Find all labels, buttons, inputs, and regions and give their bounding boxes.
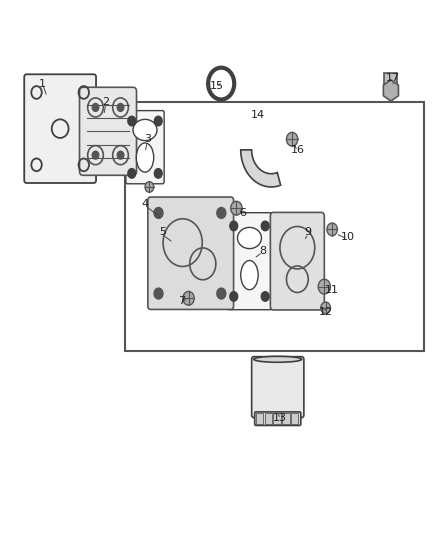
- FancyBboxPatch shape: [227, 213, 272, 310]
- Bar: [273, 414, 281, 424]
- Text: 6: 6: [240, 208, 247, 219]
- Circle shape: [154, 168, 162, 178]
- Circle shape: [230, 221, 238, 231]
- Polygon shape: [241, 150, 281, 187]
- Circle shape: [321, 302, 330, 314]
- Bar: [265, 414, 272, 424]
- FancyBboxPatch shape: [80, 87, 137, 175]
- Text: 16: 16: [290, 145, 304, 155]
- Ellipse shape: [254, 357, 302, 362]
- Text: 4: 4: [141, 199, 148, 209]
- Bar: [385, 73, 397, 94]
- Text: 7: 7: [178, 296, 186, 306]
- Text: 15: 15: [210, 81, 224, 91]
- Text: 11: 11: [325, 285, 339, 295]
- Text: 17: 17: [386, 73, 400, 83]
- Text: 13: 13: [273, 413, 287, 423]
- Text: 10: 10: [340, 232, 354, 243]
- Text: 2: 2: [102, 97, 110, 107]
- Circle shape: [327, 223, 337, 236]
- Text: 9: 9: [305, 227, 312, 237]
- Circle shape: [230, 292, 238, 301]
- Circle shape: [117, 151, 124, 159]
- Circle shape: [183, 292, 194, 305]
- Circle shape: [154, 208, 163, 218]
- Circle shape: [154, 288, 163, 299]
- Bar: [125, 102, 424, 351]
- Bar: [291, 414, 298, 424]
- Circle shape: [261, 292, 269, 301]
- Circle shape: [92, 103, 99, 111]
- Circle shape: [217, 288, 226, 299]
- FancyBboxPatch shape: [126, 111, 164, 184]
- FancyBboxPatch shape: [252, 357, 304, 418]
- FancyBboxPatch shape: [148, 197, 233, 310]
- Polygon shape: [383, 80, 399, 101]
- Text: 5: 5: [159, 227, 166, 237]
- Ellipse shape: [133, 119, 157, 141]
- Circle shape: [128, 116, 136, 126]
- Ellipse shape: [237, 228, 261, 248]
- Text: 14: 14: [251, 110, 265, 120]
- Bar: [282, 414, 290, 424]
- Circle shape: [128, 168, 136, 178]
- Circle shape: [261, 221, 269, 231]
- Text: 8: 8: [259, 246, 266, 256]
- Circle shape: [117, 103, 124, 111]
- FancyBboxPatch shape: [24, 74, 96, 183]
- Circle shape: [92, 151, 99, 159]
- Ellipse shape: [136, 143, 154, 172]
- Ellipse shape: [241, 261, 258, 290]
- Circle shape: [217, 208, 226, 218]
- Circle shape: [318, 279, 330, 294]
- Circle shape: [145, 182, 154, 192]
- Bar: [256, 414, 263, 424]
- Text: 12: 12: [318, 306, 333, 317]
- Circle shape: [154, 116, 162, 126]
- Circle shape: [231, 201, 242, 215]
- Circle shape: [286, 132, 298, 146]
- Text: 1: 1: [39, 78, 46, 88]
- FancyBboxPatch shape: [254, 412, 301, 425]
- FancyBboxPatch shape: [270, 213, 324, 310]
- Text: 3: 3: [144, 134, 151, 144]
